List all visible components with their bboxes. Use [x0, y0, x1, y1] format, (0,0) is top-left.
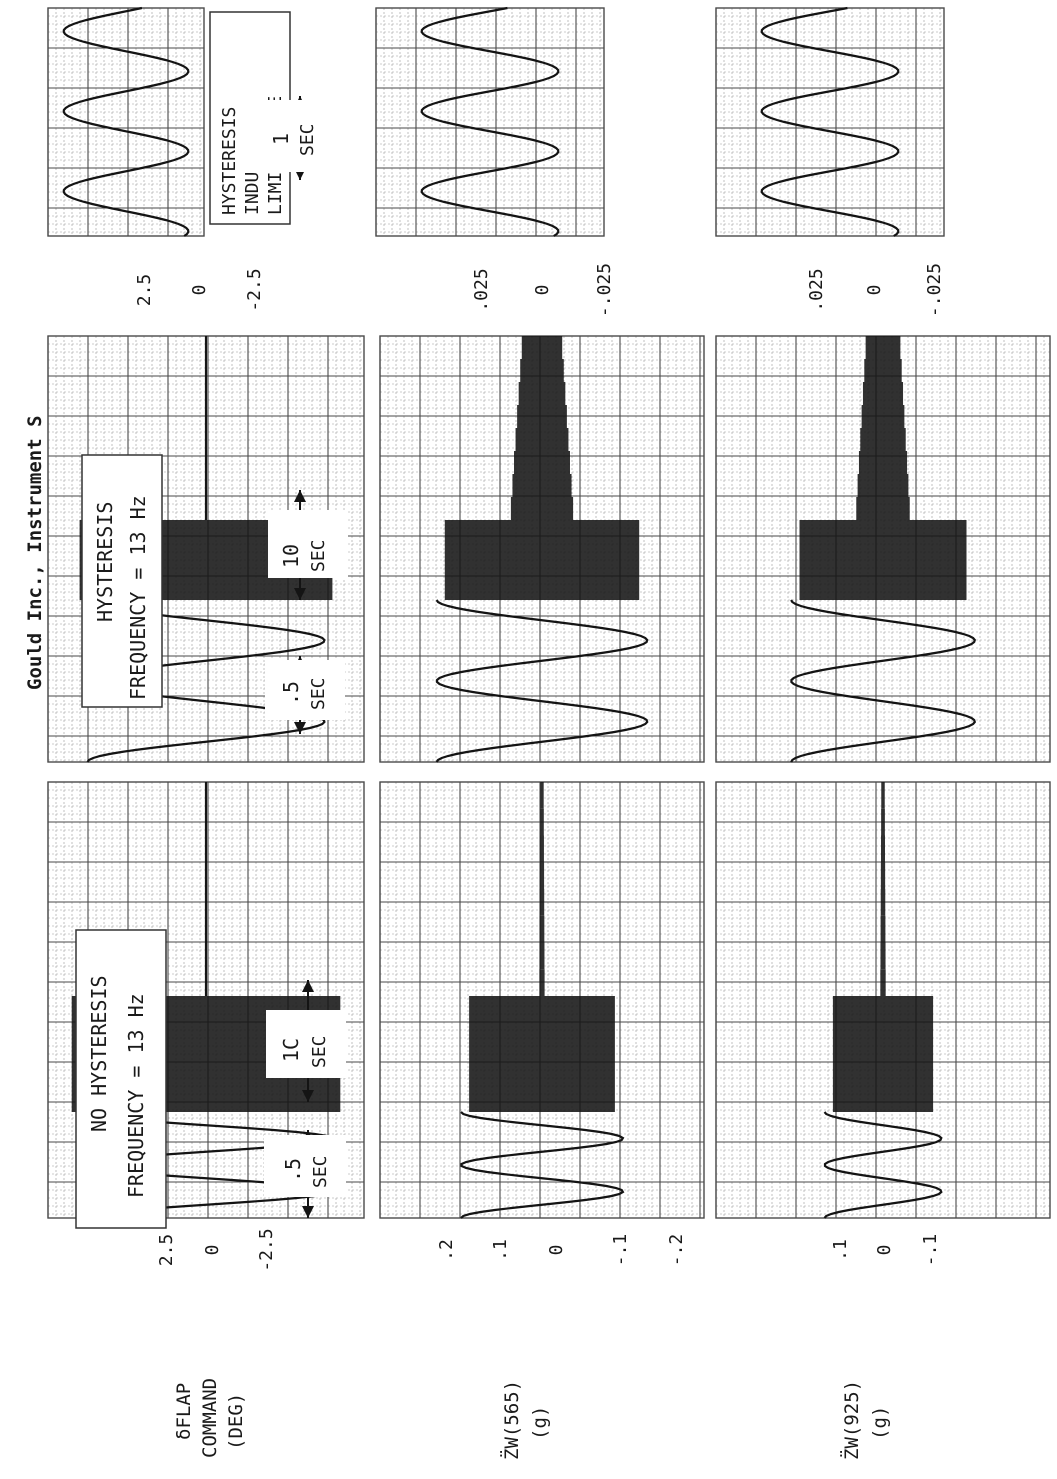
tail-band-panel-2-strip-2-4	[881, 862, 885, 889]
tail-band-panel-2-strip-1-6	[540, 809, 544, 836]
limit-cycle-tick-1-1: 0	[532, 285, 553, 296]
ten-sec-marker-unit-bottom: SEC	[309, 1035, 330, 1068]
no-hyst-tick-1-3: -.1	[610, 1234, 631, 1267]
limit-cycle-title-line-1: HYSTERESIS	[219, 107, 240, 215]
tail-band-panel-1-strip-2-1	[858, 474, 909, 497]
tail-band-panel-1-strip-1-4	[517, 405, 567, 428]
limit-cycle-tick-2-2: -.025	[924, 263, 945, 317]
limit-cycle-tick-0-1: 0	[189, 285, 210, 296]
burst-band-panel-2-strip-1	[469, 996, 615, 1112]
flap-command-label-line-3: (DEG)	[225, 1393, 247, 1450]
tail-band-panel-1-strip-1-2	[514, 451, 570, 474]
tail-band-panel-1-strip-2-4	[862, 405, 905, 428]
zw925-label-line-1: Z̈W(925)	[840, 1380, 863, 1460]
tail-band-panel-2-strip-2-0	[880, 969, 885, 996]
burst-band-panel-1-strip-1	[445, 520, 639, 600]
ten-sec-marker-unit-mid: SEC	[308, 539, 329, 572]
one-sec-marker-unit: SEC	[297, 123, 318, 156]
limit-cycle-tick-2-1: 0	[864, 285, 885, 296]
no-hyst-tick-1-4: -.2	[666, 1234, 687, 1267]
tail-band-panel-2-strip-1-4	[540, 862, 544, 889]
limit-cycle-tick-0-2: -2.5	[244, 268, 265, 311]
tail-band-panel-1-strip-2-3	[860, 428, 905, 451]
tail-band-panel-2-strip-2-2	[881, 916, 886, 943]
limit-cycle-tick-1-0: .025	[471, 268, 492, 311]
limit-cycle-tick-0-0: 2.5	[134, 274, 155, 307]
zw565-label-line-2: (g)	[529, 1406, 551, 1440]
half-sec-marker-box-mid	[265, 660, 345, 720]
ten-sec-marker-value-mid: 10	[279, 544, 303, 568]
tail-band-panel-2-strip-1-3	[540, 889, 544, 916]
tail-band-panel-1-strip-2-5	[863, 382, 903, 405]
half-sec-marker-unit-bottom: SEC	[310, 1155, 331, 1188]
flap-command-label-line-2: COMMAND	[199, 1378, 221, 1458]
hysteresis-label: HYSTERESIS	[93, 502, 117, 622]
no-hyst-tick-1-1: .1	[490, 1239, 511, 1261]
half-sec-marker-unit-mid: SEC	[308, 677, 329, 710]
tail-band-panel-1-strip-1-7	[522, 336, 562, 359]
no-hyst-tick-2-2: -.1	[920, 1234, 941, 1267]
tail-band-panel-1-strip-2-0	[856, 497, 909, 520]
tail-band-panel-2-strip-1-1	[540, 943, 545, 970]
tail-band-panel-1-strip-1-1	[512, 474, 571, 497]
ten-sec-marker-value-bottom: 1C	[279, 1038, 303, 1062]
tail-band-panel-2-strip-1-0	[539, 969, 544, 996]
ten-sec-marker-box-bottom	[266, 1010, 346, 1078]
limit-cycle-tick-1-2: -.025	[594, 263, 615, 317]
half-sec-marker-box-bottom	[264, 1135, 346, 1197]
tail-band-panel-2-strip-2-6	[881, 809, 885, 836]
tail-band-panel-2-strip-2-5	[881, 836, 885, 863]
zw925-label-line-2: (g)	[869, 1406, 891, 1440]
tail-band-panel-1-strip-2-2	[859, 451, 907, 474]
no-hysteresis-frequency-label: FREQUENCY = 13 Hz	[124, 993, 148, 1198]
no-hyst-tick-0-1: 0	[202, 1245, 223, 1256]
tail-band-panel-1-strip-1-3	[516, 428, 569, 451]
half-sec-marker-value-mid: .5	[279, 681, 303, 705]
flap-command-label-line-1: δFLAP	[173, 1383, 195, 1440]
no-hysteresis-label: NO HYSTERESIS	[87, 975, 111, 1132]
tail-band-panel-1-strip-1-0	[511, 497, 573, 520]
tail-band-panel-2-strip-2-3	[881, 889, 886, 916]
no-hyst-tick-2-0: .1	[830, 1239, 851, 1261]
no-hyst-tick-2-1: 0	[874, 1245, 895, 1256]
tail-band-panel-2-strip-1-2	[540, 916, 545, 943]
limit-cycle-tick-2-0: .025	[806, 268, 827, 311]
no-hyst-tick-1-2: 0	[546, 1245, 567, 1256]
tail-band-panel-2-strip-2-1	[880, 943, 885, 970]
recorder-brand-header: Gould Inc., Instrument S	[24, 415, 46, 690]
burst-band-panel-1-strip-2	[800, 520, 967, 600]
tail-band-panel-2-strip-1-7	[540, 782, 543, 809]
half-sec-marker-value-bottom: .5	[281, 1158, 305, 1182]
tail-band-panel-1-strip-1-5	[519, 382, 566, 405]
tail-band-panel-1-strip-2-6	[864, 359, 901, 382]
hysteresis-frequency-label: FREQUENCY = 13 Hz	[126, 495, 150, 700]
no-hyst-tick-0-0: 2.5	[156, 1234, 177, 1267]
tail-band-panel-2-strip-2-7	[881, 782, 884, 809]
tail-band-panel-1-strip-1-6	[520, 359, 564, 382]
tail-band-panel-1-strip-2-7	[866, 336, 901, 359]
one-sec-marker-value: 1	[269, 133, 293, 145]
zw565-label-line-1: Z̈W(565)	[500, 1380, 523, 1460]
no-hyst-tick-0-2: -2.5	[256, 1228, 277, 1271]
no-hyst-tick-1-0: .2	[436, 1239, 457, 1261]
burst-band-panel-2-strip-2	[833, 996, 933, 1112]
tail-band-panel-2-strip-1-5	[540, 836, 544, 863]
